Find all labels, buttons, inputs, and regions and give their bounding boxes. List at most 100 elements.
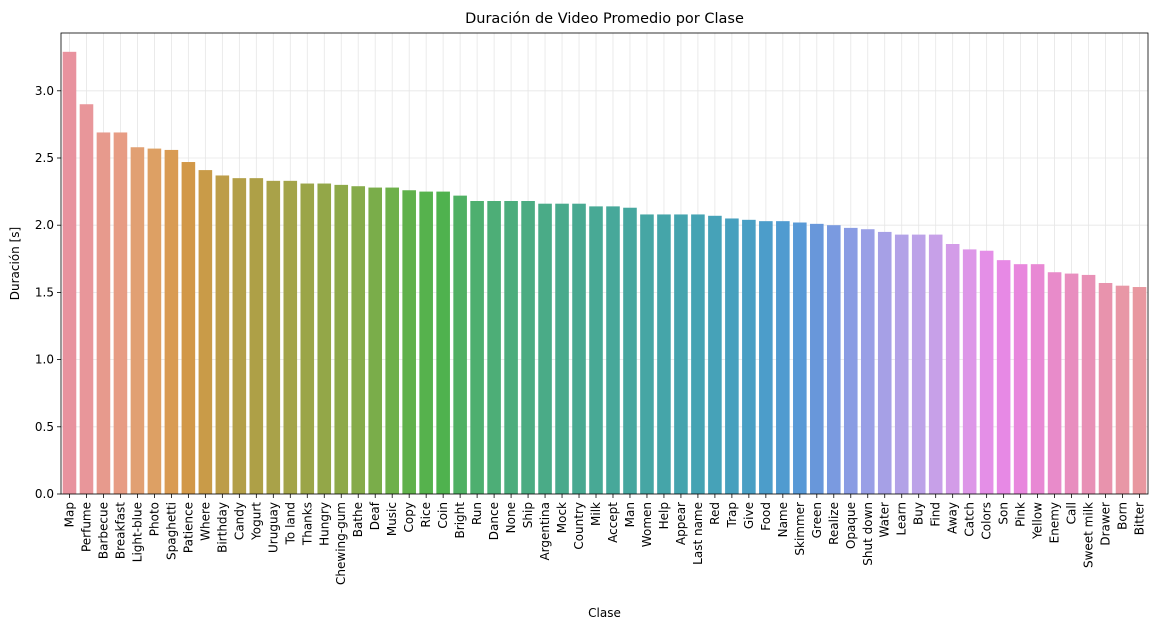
bar-red — [708, 215, 722, 494]
bar-trap — [725, 218, 739, 494]
y-tick-label: 1.0 — [35, 353, 54, 367]
x-tick-label: Dance — [487, 502, 501, 540]
x-tick-label: Give — [742, 502, 756, 529]
x-tick-label: Ship — [521, 502, 535, 528]
x-tick-label: Patience — [181, 502, 195, 553]
bar-barbecue — [96, 132, 111, 494]
x-tick-label: Where — [198, 502, 212, 541]
x-tick-label: Shut down — [861, 502, 875, 566]
chart-title: Duración de Video Promedio por Clase — [465, 11, 744, 27]
bar-enemy — [1047, 272, 1062, 494]
bar-hungry — [317, 183, 332, 494]
bar-learn — [894, 234, 909, 494]
bar-yogurt — [249, 178, 264, 494]
bar-away — [945, 244, 960, 494]
x-tick-label: Learn — [895, 502, 909, 536]
x-tick-label: Deaf — [368, 501, 382, 530]
bar-perfume — [79, 104, 94, 494]
bar-spaghetti — [164, 149, 179, 494]
x-tick-label: Mock — [555, 502, 569, 533]
bar-bright — [453, 195, 467, 494]
x-axis: Map Perfume Barbecue Breakfast Light-blue Pho… — [62, 494, 1147, 585]
x-tick-label: Uruguay — [266, 502, 280, 553]
x-tick-label: Bathe — [351, 502, 365, 537]
x-tick-label: Last name — [691, 502, 705, 565]
x-tick-label: Pink — [1014, 502, 1028, 527]
bar-deaf — [368, 187, 383, 494]
x-tick-label: Skimmer — [793, 502, 807, 556]
bar-run — [470, 201, 484, 494]
bar-dance — [487, 201, 501, 494]
x-tick-label: Photo — [147, 502, 161, 536]
x-tick-label: Chewing-gum — [334, 502, 348, 585]
x-tick-label: Enemy — [1048, 502, 1062, 543]
bar-ship — [521, 201, 535, 494]
bar-give — [742, 219, 756, 494]
y-axis: 0.0 0.5 1.0 1.5 2.0 2.5 3.0 — [35, 84, 61, 501]
x-tick-label: Help — [657, 502, 671, 529]
bars — [62, 51, 1147, 495]
y-tick-label: 1.5 — [35, 285, 54, 299]
x-tick-label: Man — [623, 502, 637, 527]
y-tick-label: 0.5 — [35, 420, 54, 434]
x-tick-label: Barbecue — [96, 502, 110, 559]
y-axis-title: Duración [s] — [8, 227, 22, 300]
bar-copy — [402, 190, 416, 494]
x-tick-label: Map — [62, 502, 76, 527]
bar-where — [198, 170, 213, 494]
x-tick-label: Accept — [606, 502, 620, 543]
bar-women — [640, 214, 654, 494]
x-tick-label: Opaque — [844, 502, 858, 549]
bar-colors — [979, 250, 994, 494]
x-tick-label: Away — [946, 502, 960, 534]
bar-thanks — [300, 183, 315, 494]
x-tick-label: Trap — [725, 502, 739, 528]
bar-man — [623, 207, 637, 495]
y-tick-label: 0.0 — [35, 487, 54, 501]
x-tick-label: Green — [810, 502, 824, 538]
x-tick-label: Find — [929, 502, 943, 527]
x-tick-label: Women — [640, 502, 654, 547]
bar-sweet-milk — [1081, 274, 1096, 494]
bar-country — [572, 203, 586, 494]
bar-chewing-gum — [334, 184, 349, 494]
bar-call — [1064, 273, 1079, 494]
bar-name — [776, 221, 790, 494]
y-tick-label: 2.0 — [35, 218, 54, 232]
x-tick-label: Drawer — [1099, 502, 1113, 546]
bar-born — [1115, 285, 1130, 494]
bar-yellow — [1030, 264, 1045, 494]
x-tick-label: Thanks — [300, 502, 314, 546]
x-tick-label: Catch — [963, 502, 977, 537]
bar-to-land — [283, 180, 298, 494]
x-tick-label: Colors — [980, 502, 994, 540]
x-tick-label: Light-blue — [130, 502, 144, 562]
x-tick-label: Buy — [912, 502, 926, 525]
x-tick-label: Yellow — [1031, 502, 1045, 540]
x-tick-label: Copy — [402, 502, 416, 532]
x-tick-label: To land — [283, 502, 297, 545]
bar-shut-down — [860, 229, 875, 494]
x-tick-label: Realize — [827, 502, 841, 545]
bar-skimmer — [793, 222, 807, 494]
x-tick-label: None — [504, 502, 518, 533]
x-tick-label: Bright — [453, 502, 467, 539]
bar-milk — [589, 206, 603, 494]
x-tick-label: Rice — [419, 502, 433, 528]
x-tick-label: Breakfast — [113, 502, 127, 559]
x-tick-label: Food — [759, 502, 773, 531]
plot-frame — [60, 32, 1149, 495]
x-tick-label: Son — [997, 502, 1011, 525]
bar-appear — [674, 214, 688, 494]
bar-uruguay — [266, 180, 281, 494]
bar-photo — [147, 148, 162, 494]
bar-bathe — [351, 186, 366, 494]
bar-patience — [181, 162, 196, 494]
x-tick-label: Run — [470, 502, 484, 525]
x-tick-label: Water — [878, 502, 892, 538]
bar-none — [504, 201, 518, 494]
bar-rice — [419, 191, 433, 494]
x-tick-label: Country — [572, 502, 586, 550]
x-tick-label: Name — [776, 502, 790, 537]
